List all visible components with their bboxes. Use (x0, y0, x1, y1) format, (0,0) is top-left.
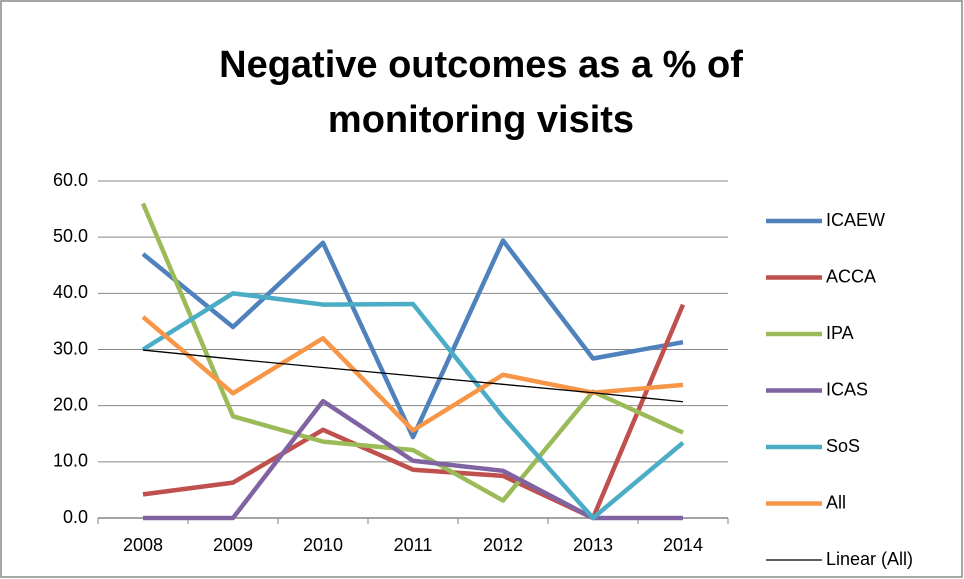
legend-label: ACCA (826, 266, 876, 286)
x-tick-label: 2009 (213, 535, 253, 555)
y-tick-label: 30.0 (53, 338, 88, 358)
series-line (141, 291, 685, 521)
y-tick-label: 50.0 (53, 226, 88, 246)
x-tick-label: 2012 (483, 535, 523, 555)
series-line (142, 349, 684, 403)
y-tick-label: 20.0 (53, 394, 88, 414)
legend-label: SoS (826, 436, 860, 456)
x-tick-label: 2011 (394, 535, 433, 555)
x-tick-label: 2008 (123, 535, 163, 555)
y-tick-label: 0.0 (63, 507, 88, 527)
legend-label: Linear (All) (826, 549, 913, 569)
legend-label: IPA (826, 323, 854, 343)
series-line (141, 238, 684, 440)
x-tick-label: 2010 (303, 535, 343, 555)
legend-label: ICAEW (826, 210, 885, 230)
legend-label: ICAS (826, 379, 868, 399)
y-tick-label: 10.0 (53, 451, 88, 471)
x-tick-label: 2014 (663, 535, 703, 555)
y-tick-label: 60.0 (53, 170, 88, 190)
x-tick-label: 2013 (573, 535, 613, 555)
legend-label: All (826, 492, 846, 512)
y-tick-label: 40.0 (53, 282, 88, 302)
chart-title: Negative outcomes as a % of monitoring v… (219, 44, 743, 141)
